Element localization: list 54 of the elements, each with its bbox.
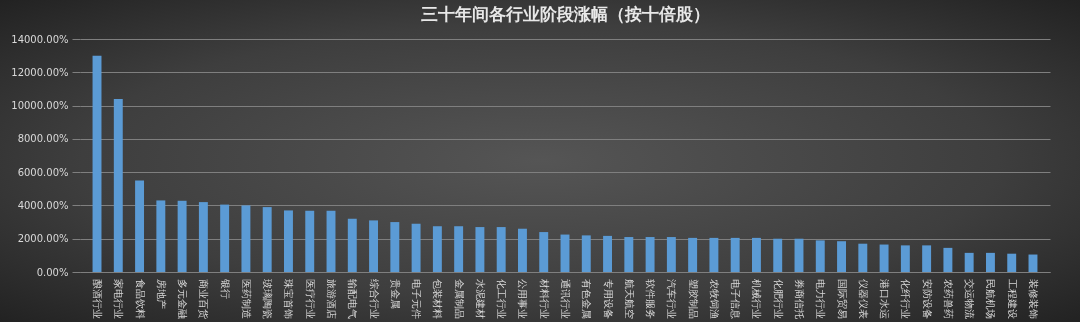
x-tick-label: 有色金属 — [581, 278, 593, 319]
x-tick-label: 综合行业 — [368, 278, 380, 319]
x-tick-label: 酿酒行业 — [92, 278, 104, 319]
x-tick-label: 软件服务 — [645, 278, 657, 319]
x-tick-label: 房地产 — [155, 278, 167, 309]
x-tick-label: 食品饮料 — [134, 278, 146, 319]
x-tick-label: 材料行业 — [538, 277, 550, 319]
x-tick-label: 港口水运 — [879, 278, 891, 319]
y-tick-label: 8000.00% — [17, 133, 69, 145]
x-tick-label: 多元金融 — [177, 278, 189, 319]
x-tick-label: 电力行业 — [815, 278, 827, 319]
x-tick-label: 装修装饰 — [1027, 278, 1039, 319]
x-tick-label: 塑胶制品 — [687, 278, 699, 319]
x-tick-label: 券商信托 — [793, 278, 805, 319]
x-tick-label: 农牧饲渔 — [708, 278, 720, 319]
x-tick-label: 医药制造 — [240, 278, 252, 319]
x-tick-label: 航天航空 — [623, 278, 635, 319]
x-tick-label: 旅游酒店 — [326, 278, 338, 319]
x-tick-label: 化工行业 — [496, 278, 508, 319]
y-tick-label: 14000.00% — [11, 33, 69, 45]
x-tick-label: 电子元件 — [411, 278, 423, 319]
x-tick-label: 国际贸易 — [836, 278, 848, 319]
x-tick-label: 包装材料 — [432, 278, 444, 319]
x-tick-label: 公用事业 — [517, 278, 529, 319]
y-tick-label: 2000.00% — [17, 233, 69, 245]
x-tick-label: 化纤行业 — [900, 278, 912, 319]
x-tick-label: 水泥建材 — [474, 278, 486, 319]
x-tick-label: 商业百货 — [198, 278, 210, 319]
x-tick-label: 玻璃陶瓷 — [262, 278, 274, 319]
y-tick-label: 12000.00% — [11, 66, 69, 78]
x-tick-label: 化肥行业 — [772, 278, 784, 319]
y-tick-label: 0.00% — [36, 266, 69, 278]
x-tick-label: 通讯行业 — [560, 278, 571, 319]
x-tick-label: 民航机场 — [985, 278, 997, 319]
x-tick-label: 工程建设 — [1006, 278, 1018, 319]
x-tick-label: 机械行业 — [751, 278, 763, 319]
x-tick-label: 农药兽药 — [942, 278, 954, 319]
x-tick-label: 仪器仪表 — [857, 278, 869, 319]
x-tick-label: 医疗行业 — [304, 278, 316, 319]
y-tick-label: 4000.00% — [17, 199, 69, 211]
y-tick-label: 10000.00% — [11, 100, 69, 112]
x-tick-label: 专用设备 — [602, 278, 614, 319]
x-tick-label: 金属制品 — [453, 278, 465, 319]
x-tick-label: 输配电气 — [347, 278, 359, 319]
x-tick-label: 贵金属 — [389, 278, 401, 309]
x-tick-label: 家电行业 — [113, 278, 125, 319]
x-tick-label: 电子信息 — [730, 278, 742, 319]
x-tick-label: 珠宝首饰 — [283, 278, 295, 319]
x-tick-label: 汽车行业 — [666, 278, 678, 319]
y-tick-label: 6000.00% — [17, 166, 69, 178]
x-tick-label: 交运物流 — [964, 278, 976, 319]
x-tick-label: 安防设备 — [921, 278, 933, 319]
x-tick-label: 银行 — [219, 277, 231, 299]
chart-title: 三十年间各行业阶段涨幅（按十倍股） — [420, 4, 710, 24]
